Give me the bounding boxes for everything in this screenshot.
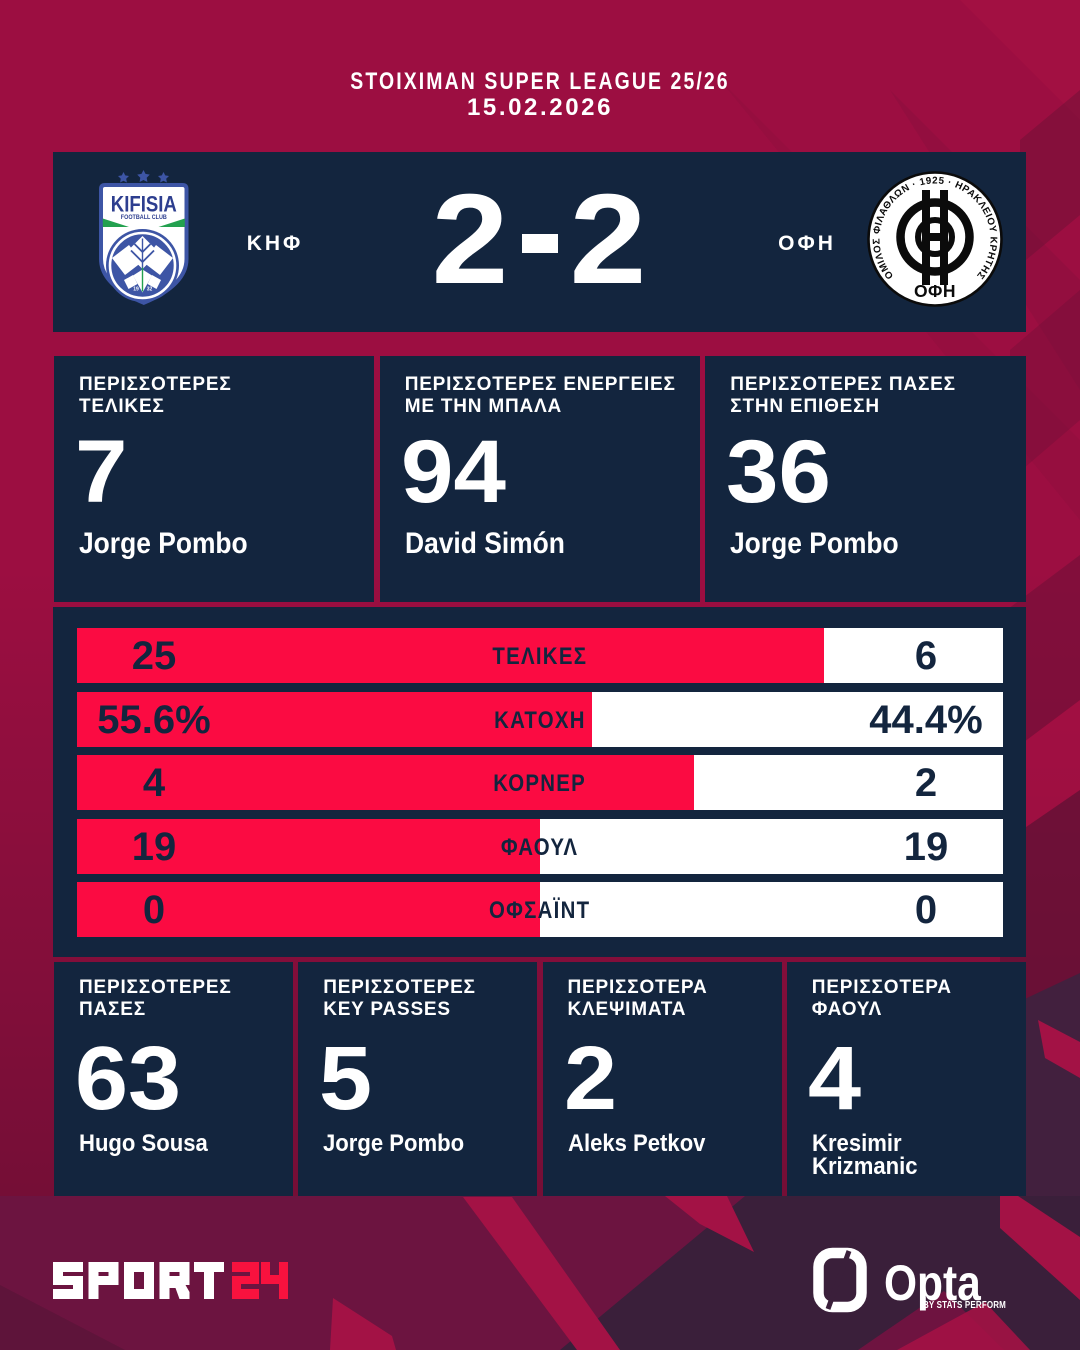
svg-text:FOOTBALL CLUB: FOOTBALL CLUB <box>121 215 168 221</box>
svg-text:ΟΦΗ: ΟΦΗ <box>914 281 956 301</box>
svg-text:KIFISIA: KIFISIA <box>111 192 177 217</box>
svg-text:19: 19 <box>133 287 139 293</box>
svg-text:32: 32 <box>147 287 153 293</box>
